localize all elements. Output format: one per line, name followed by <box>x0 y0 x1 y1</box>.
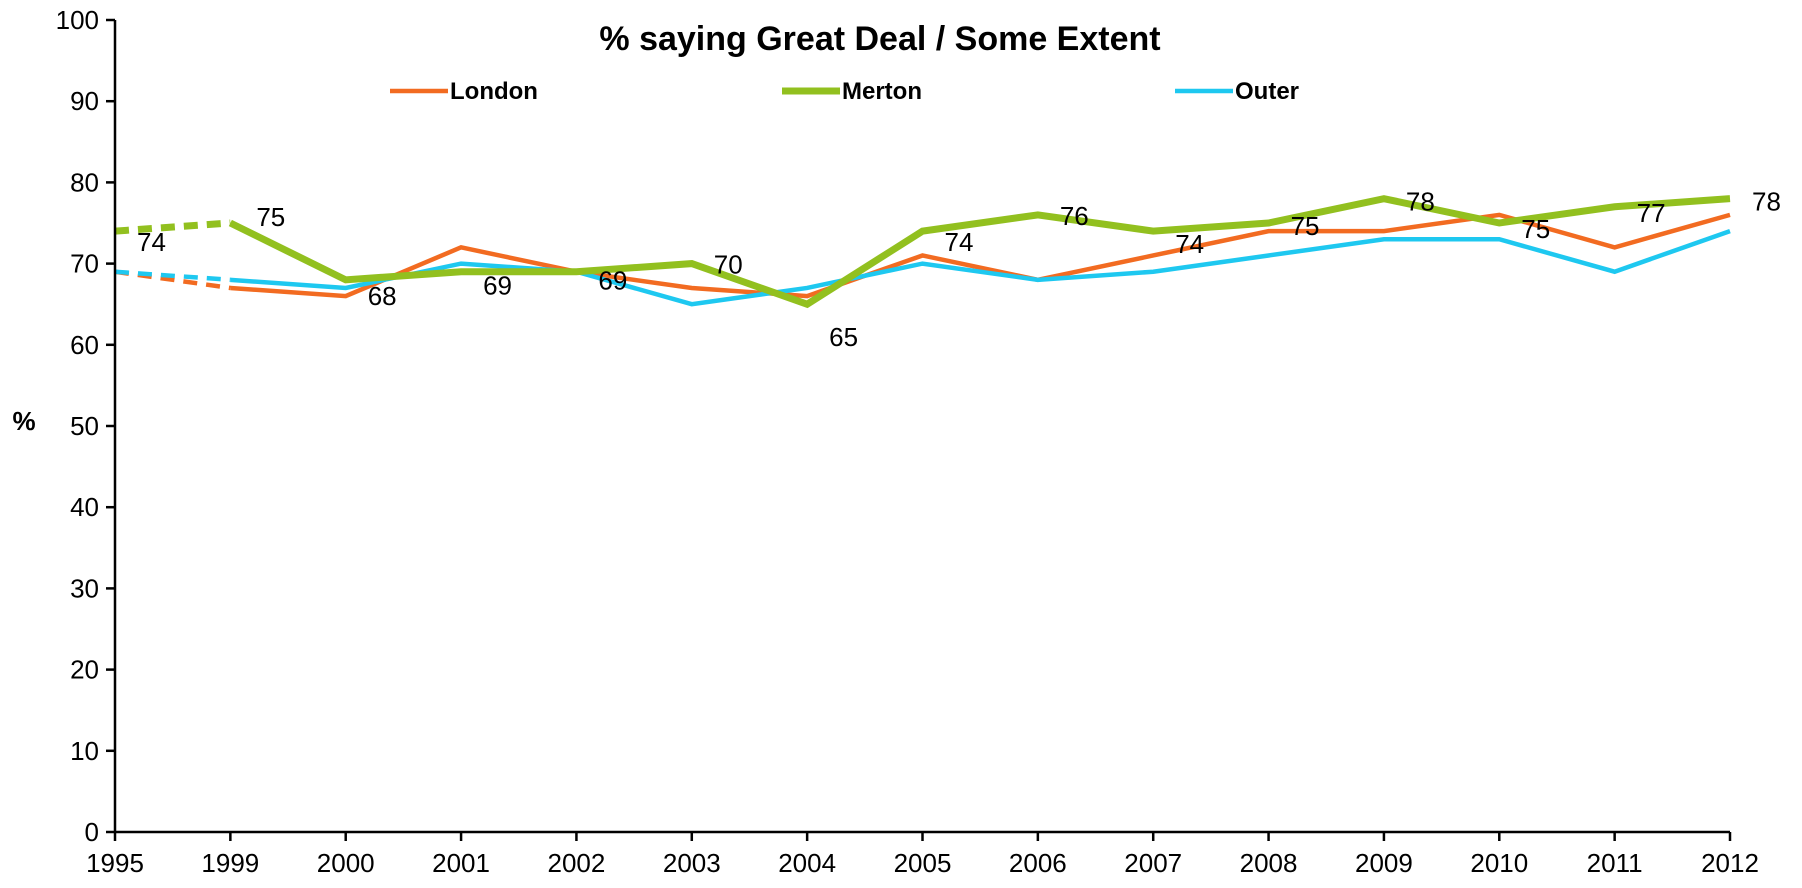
x-tick-label: 2000 <box>317 848 375 878</box>
y-tick-label: 80 <box>70 167 99 197</box>
x-tick-label: 1999 <box>201 848 259 878</box>
data-label: 77 <box>1637 198 1666 228</box>
legend-item-outer: Outer <box>1175 78 1299 105</box>
data-label: 65 <box>829 322 858 352</box>
legend-item-merton: Merton <box>782 78 922 105</box>
series-line <box>230 212 1731 299</box>
data-label: 68 <box>368 281 397 311</box>
series-line-dashed-segment <box>114 269 231 291</box>
data-label: 70 <box>714 250 743 280</box>
data-labels: 74 75 68 69 69 70 65 74 76 74 75 78 75 77 78 <box>137 187 1781 353</box>
x-tick-label: 1995 <box>86 848 144 878</box>
data-label: 78 <box>1406 187 1435 217</box>
y-tick-label: 40 <box>70 492 99 522</box>
legend-label: Merton <box>842 78 922 105</box>
x-tick-label: 2001 <box>432 848 490 878</box>
data-label: 75 <box>1291 211 1320 241</box>
legend-item-london: London <box>390 78 538 105</box>
data-label: 74 <box>137 227 166 257</box>
y-tick-label: 100 <box>56 5 99 35</box>
data-label: 74 <box>1175 229 1204 259</box>
x-tick-label: 2011 <box>1587 848 1643 878</box>
y-tick-label: 60 <box>70 330 99 360</box>
y-tick-label: 50 <box>70 411 99 441</box>
data-label: 74 <box>945 227 974 257</box>
y-tick-label: 90 <box>70 86 99 116</box>
y-axis-title: % <box>12 406 35 436</box>
x-tick-label: 2005 <box>894 848 952 878</box>
y-tick-label: 0 <box>85 817 99 847</box>
legend: London Merton Outer <box>390 78 1299 105</box>
x-tick-label: 2002 <box>548 848 606 878</box>
x-tick-label: 2006 <box>1009 848 1067 878</box>
y-tick-label: 30 <box>70 573 99 603</box>
x-tick-label: 2009 <box>1355 848 1413 878</box>
x-tick-label: 2003 <box>663 848 721 878</box>
data-label: 69 <box>483 271 512 301</box>
x-tick-label: 2012 <box>1701 848 1759 878</box>
y-tick-label: 20 <box>70 655 99 685</box>
legend-label: London <box>450 78 538 105</box>
data-label: 69 <box>598 266 627 296</box>
axes: 0 10 20 30 40 50 60 70 80 90 100 1995 1999 2000 2001 20… <box>56 5 1759 878</box>
chart-title: % saying Great Deal / Some Extent <box>599 20 1160 58</box>
x-tick-label: 2008 <box>1240 848 1298 878</box>
series-line-dashed-segment <box>114 269 231 283</box>
y-tick-label: 70 <box>70 249 99 279</box>
data-label: 78 <box>1752 187 1781 217</box>
data-label: 76 <box>1060 201 1089 231</box>
x-tick-label: 2007 <box>1124 848 1182 878</box>
series-merton <box>114 195 1731 309</box>
legend-label: Outer <box>1235 78 1299 105</box>
series-line <box>228 195 1731 309</box>
data-label: 75 <box>1521 214 1550 244</box>
series-line-dashed-segment <box>114 219 231 235</box>
y-tick-label: 10 <box>70 736 99 766</box>
series-line <box>230 228 1731 307</box>
x-tick-label: 2010 <box>1470 848 1528 878</box>
series-group <box>114 195 1731 309</box>
data-label: 75 <box>256 202 285 232</box>
x-tick-label: 2004 <box>778 848 836 878</box>
series-outer <box>114 228 1731 307</box>
